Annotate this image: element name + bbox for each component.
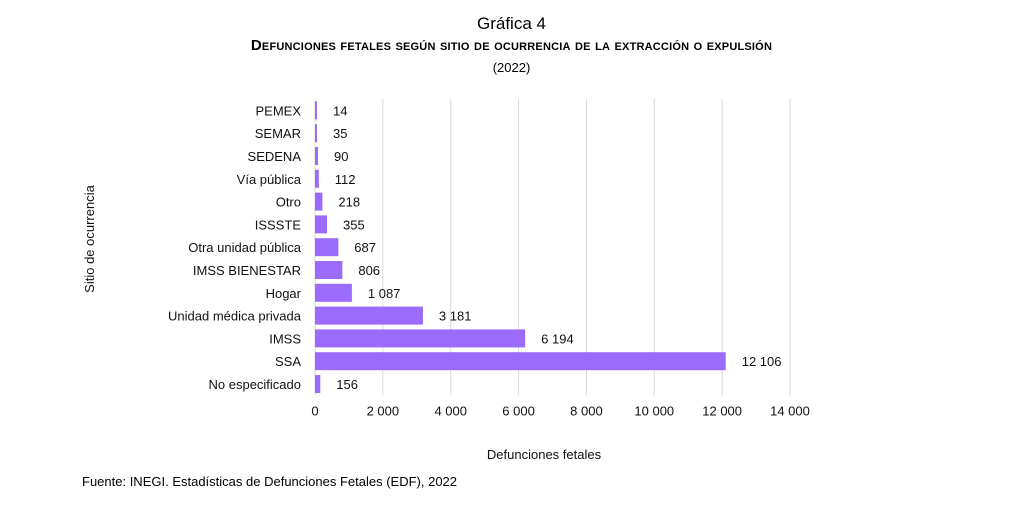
bar — [315, 192, 323, 211]
category-label: Otro — [276, 195, 301, 210]
bar — [315, 124, 317, 143]
value-label: 112 — [335, 172, 356, 187]
x-tick-label: 0 — [311, 403, 318, 418]
bar — [315, 238, 339, 257]
x-tick-label: 14 000 — [770, 403, 810, 418]
value-label: 156 — [336, 377, 358, 392]
bar-layer — [315, 101, 726, 393]
value-label: 90 — [334, 149, 348, 164]
category-label: Vía pública — [237, 172, 302, 187]
bar — [315, 215, 328, 234]
bar — [315, 147, 319, 165]
bar — [315, 375, 321, 393]
x-tick-label: 6 000 — [502, 403, 535, 418]
value-label: 1 087 — [368, 286, 401, 301]
chart-caption: Gráfica 4 — [477, 14, 546, 33]
value-label: 355 — [343, 217, 365, 232]
category-label: Unidad médica privada — [168, 309, 302, 324]
chart-title: Defunciones fetales según sitio de ocurr… — [250, 37, 773, 54]
category-label: No especificado — [209, 377, 302, 392]
value-label: 806 — [358, 263, 380, 278]
bar — [315, 169, 319, 188]
x-tick-label: 2 000 — [367, 403, 400, 418]
source-note: Fuente: INEGI. Estadísticas de Defuncion… — [82, 474, 458, 489]
value-label: 6 194 — [541, 331, 574, 346]
x-tick-label: 12 000 — [702, 403, 742, 418]
category-label: SEMAR — [255, 126, 301, 141]
bar — [315, 261, 343, 279]
label-layer: 0 2 000 4 000 6 000 8 000 10 000 12 000 14 000 P… — [168, 103, 810, 418]
y-axis-label: Sitio de ocurrencia — [82, 184, 97, 292]
category-label: ISSSTE — [255, 217, 302, 232]
value-label: 14 — [333, 103, 347, 118]
category-label: Hogar — [266, 286, 302, 301]
category-label: SSA — [275, 354, 301, 369]
x-tick-label: 8 000 — [570, 403, 603, 418]
value-label: 12 106 — [742, 354, 782, 369]
bar — [315, 101, 317, 120]
bar — [315, 306, 423, 325]
x-tick-label: 10 000 — [634, 403, 674, 418]
category-label: IMSS BIENESTAR — [193, 263, 301, 278]
grid-layer — [314, 99, 791, 396]
value-label: 218 — [338, 195, 360, 210]
bar — [315, 283, 352, 302]
category-label: Otra unidad pública — [188, 240, 302, 255]
x-tick-label: 4 000 — [434, 403, 467, 418]
value-label: 3 181 — [439, 309, 472, 324]
bar — [315, 329, 526, 348]
value-label: 35 — [333, 126, 347, 141]
category-label: PEMEX — [255, 103, 301, 118]
x-axis-label: Defunciones fetales — [487, 447, 602, 462]
category-label: IMSS — [269, 331, 301, 346]
bar-chart: 0 2 000 4 000 6 000 8 000 10 000 12 000 14 000 P… — [82, 99, 810, 462]
value-label: 687 — [354, 240, 376, 255]
category-label: SEDENA — [248, 149, 302, 164]
chart-subtitle: (2022) — [492, 60, 531, 75]
bar — [315, 352, 726, 371]
